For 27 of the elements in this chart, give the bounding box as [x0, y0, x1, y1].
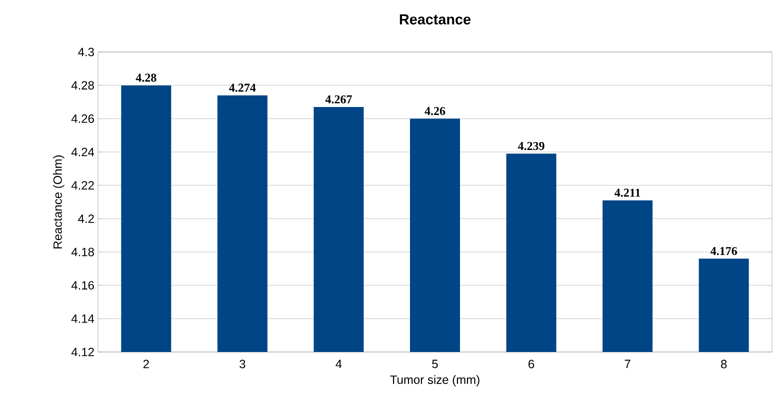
data-label: 4.28 [136, 74, 156, 82]
x-tick-label: 3 [240, 360, 246, 368]
data-label: 4.274 [229, 84, 256, 92]
chart-title: Reactance [400, 14, 471, 24]
y-tick-label: 4.28 [71, 81, 94, 90]
data-label: 4.176 [710, 247, 737, 256]
x-tick-label: 5 [432, 360, 438, 368]
x-tick-label: 2 [143, 360, 149, 368]
data-label: 4.267 [325, 95, 352, 104]
x-tick-label: 7 [624, 360, 630, 368]
data-label: 4.211 [614, 188, 640, 197]
y-tick-label: 4.3 [78, 48, 94, 56]
data-label: 4.239 [518, 142, 544, 150]
y-tick-label: 4.16 [71, 281, 94, 290]
x-axis-title: Tumor size (mm) [390, 375, 480, 386]
y-tick-label: 4.2 [78, 214, 94, 223]
x-tick-label: 4 [336, 360, 342, 368]
x-tick-label: 8 [721, 360, 727, 368]
y-tick-label: 4.26 [71, 114, 94, 123]
y-tick-label: 4.14 [71, 314, 94, 323]
y-tick-label: 4.22 [71, 181, 94, 190]
y-axis-title: Reactance (Ohm) [53, 155, 64, 248]
y-tick-label: 4.12 [71, 348, 94, 356]
data-label: 4.26 [424, 107, 446, 116]
y-tick-label: 4.24 [71, 148, 94, 156]
y-tick-label: 4.18 [71, 248, 94, 256]
x-tick-label: 6 [528, 360, 534, 368]
